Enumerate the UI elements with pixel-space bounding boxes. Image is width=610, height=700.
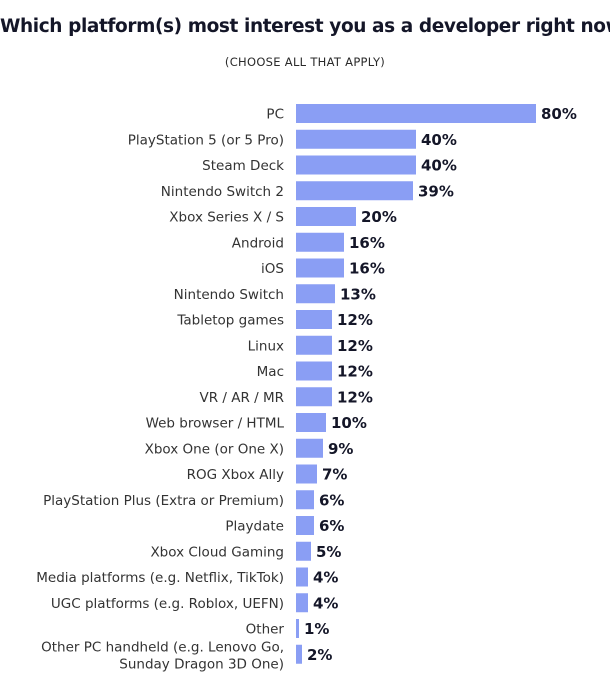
bar-4	[296, 207, 356, 226]
value-label-10: 12%	[337, 363, 373, 381]
value-label-13: 9%	[328, 440, 353, 458]
category-label-15: PlayStation Plus (Extra or Premium)	[43, 493, 284, 509]
value-label-17: 5%	[316, 543, 341, 561]
value-label-18: 4%	[313, 569, 338, 587]
value-label-11: 12%	[337, 388, 373, 406]
value-label-21: 2%	[307, 646, 332, 664]
chart-subtitle: (CHOOSE ALL THAT APPLY)	[224, 55, 386, 69]
bar-5	[296, 232, 344, 252]
bar-10	[296, 361, 332, 381]
category-label-2: Steam Deck	[202, 158, 284, 174]
value-label-16: 6%	[319, 517, 344, 535]
category-label-13: Xbox One (or One X)	[145, 441, 284, 457]
bar-13	[296, 438, 323, 458]
value-label-20: 1%	[304, 620, 329, 638]
bar-19	[296, 593, 308, 613]
category-label-1: PlayStation 5 (or 5 Pro)	[128, 132, 284, 148]
bar-6	[296, 258, 344, 278]
bars	[296, 104, 536, 664]
bar-7	[296, 284, 335, 304]
category-label-20: Other	[246, 622, 285, 638]
value-label-0: 80%	[541, 105, 577, 123]
bar-21	[296, 644, 302, 664]
category-label-3: Nintendo Switch 2	[161, 184, 284, 200]
bar-0	[296, 104, 536, 123]
category-label-6: iOS	[261, 261, 284, 277]
category-label-11: VR / AR / MR	[199, 390, 284, 406]
value-label-14: 7%	[322, 466, 347, 484]
value-label-6: 16%	[349, 260, 385, 278]
category-label-12: Web browser / HTML	[146, 416, 285, 432]
value-label-19: 4%	[313, 594, 338, 612]
category-label-5: Android	[232, 235, 284, 251]
category-labels: PC PlayStation 5 (or 5 Pro) Steam Deck Nint…	[36, 107, 284, 673]
bar-17	[296, 541, 311, 561]
value-label-7: 13%	[340, 285, 376, 303]
bar-16	[296, 516, 314, 535]
value-label-4: 20%	[361, 208, 397, 226]
category-label-10: Mac	[257, 364, 284, 380]
category-label-7: Nintendo Switch	[174, 287, 284, 303]
bar-20	[296, 619, 299, 638]
bar-1	[296, 129, 416, 149]
category-label-14: ROG Xbox Ally	[187, 467, 284, 483]
bar-8	[296, 310, 332, 329]
bar-18	[296, 567, 308, 587]
category-label-4: Xbox Series X / S	[169, 210, 284, 226]
value-label-1: 40%	[421, 131, 457, 149]
bar-12	[296, 413, 326, 432]
bar-2	[296, 155, 416, 175]
value-label-5: 16%	[349, 234, 385, 252]
value-label-8: 12%	[337, 311, 373, 329]
bar-15	[296, 490, 314, 510]
category-label-21: Other PC handheld (e.g. Lenovo Go, Sunday…	[41, 639, 284, 672]
category-label-17: Xbox Cloud Gaming	[150, 544, 284, 560]
value-label-9: 12%	[337, 337, 373, 355]
value-label-2: 40%	[421, 157, 457, 175]
category-label-19: UGC platforms (e.g. Roblox, UEFN)	[51, 596, 284, 612]
value-label-15: 6%	[319, 491, 344, 509]
bar-9	[296, 335, 332, 355]
category-label-0: PC	[266, 107, 284, 123]
category-label-18: Media platforms (e.g. Netflix, TikTok)	[36, 570, 284, 586]
value-labels: 80% 40% 40% 39% 20% 16% 16% 13% 12% 12% 12% 12% 10% 9…	[304, 105, 577, 664]
category-label-9: Linux	[248, 338, 284, 354]
value-label-12: 10%	[331, 414, 367, 432]
bar-11	[296, 387, 332, 407]
value-label-3: 39%	[418, 182, 454, 200]
bar-14	[296, 464, 317, 484]
bar-3	[296, 181, 413, 201]
category-label-8: Tabletop games	[176, 313, 284, 329]
category-label-16: Playdate	[225, 519, 284, 535]
chart-title: Which platform(s) most interest you as a…	[0, 16, 610, 37]
